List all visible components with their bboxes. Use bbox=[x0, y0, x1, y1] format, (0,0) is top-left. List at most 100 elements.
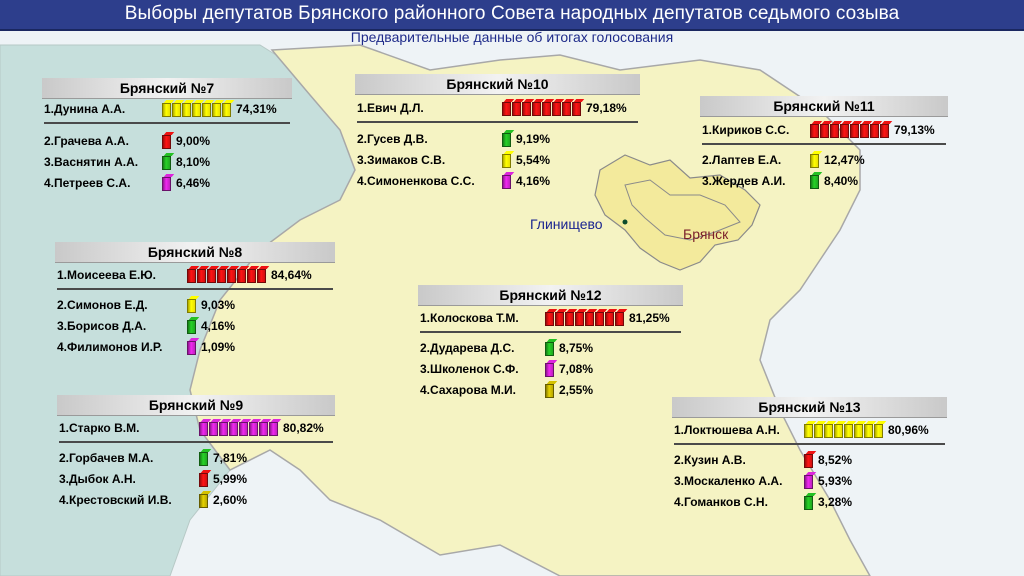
candidate-percent: 6,46% bbox=[176, 176, 211, 190]
vote-bar-segment bbox=[502, 172, 515, 189]
vote-bar-segment bbox=[217, 266, 230, 283]
vote-bar-segment bbox=[247, 266, 260, 283]
district-card: Брянский №7 1.Дунина А.А. 74,31% 2.Грачева … bbox=[42, 78, 292, 191]
candidate-name: 1.Кириков С.С. bbox=[702, 123, 790, 137]
candidate-percent: 8,40% bbox=[824, 174, 859, 188]
vote-bar-segment bbox=[502, 130, 515, 147]
vote-bar-segment-top bbox=[503, 151, 515, 154]
glinishchevo-marker bbox=[622, 219, 628, 225]
candidate-row: 4.Симоненкова С.С. 4,16% bbox=[357, 172, 640, 190]
vote-bar-segment bbox=[237, 266, 250, 283]
district-name: Брянский №11 bbox=[700, 96, 948, 117]
candidate-name: 4.Сахарова М.И. bbox=[420, 383, 517, 397]
winner-divider bbox=[357, 121, 638, 123]
candidate-name: 4.Филимонов И.Р. bbox=[57, 340, 163, 354]
vote-bar-segment-top bbox=[881, 121, 893, 124]
candidate-percent: 5,99% bbox=[213, 472, 248, 486]
vote-bar-segment bbox=[172, 100, 185, 117]
winner-divider bbox=[44, 122, 290, 124]
vote-bar-segment-top bbox=[223, 100, 235, 103]
vote-bar-segment-top bbox=[200, 491, 212, 494]
vote-bar-segment bbox=[227, 266, 240, 283]
vote-bar-segment bbox=[804, 472, 817, 489]
vote-bar-segment bbox=[850, 121, 863, 138]
candidate-row: 4.Гоманков С.Н. 3,28% bbox=[674, 493, 947, 511]
vote-bar bbox=[199, 470, 215, 488]
candidate-row: 4.Сахарова М.И. 2,55% bbox=[420, 381, 683, 399]
candidate-row: 3.Школенок С.Ф. 7,08% bbox=[420, 360, 683, 378]
candidate-percent: 2,55% bbox=[559, 383, 594, 397]
candidate-percent: 81,25% bbox=[629, 311, 670, 325]
vote-bar-segment bbox=[545, 360, 558, 377]
candidate-name: 4.Гоманков С.Н. bbox=[674, 495, 768, 509]
candidate-percent: 7,08% bbox=[559, 362, 594, 376]
candidate-percent: 9,00% bbox=[176, 134, 211, 148]
vote-bar bbox=[199, 491, 215, 509]
vote-bar-segment bbox=[202, 100, 215, 117]
vote-bar-segment-top bbox=[546, 381, 558, 384]
vote-bar-segment bbox=[259, 419, 272, 436]
candidate-name: 2.Кузин А.В. bbox=[674, 453, 746, 467]
vote-bar-segment bbox=[229, 419, 242, 436]
candidate-name: 1.Локтюшева А.Н. bbox=[674, 423, 780, 437]
vote-bar bbox=[545, 339, 561, 357]
vote-bar bbox=[810, 151, 826, 169]
candidate-row: 1.Локтюшева А.Н. 80,96% bbox=[674, 421, 947, 439]
bryansk-city-area bbox=[594, 154, 761, 271]
vote-bar-segment bbox=[199, 491, 212, 508]
candidate-row: 1.Дунина А.А. 74,31% bbox=[44, 100, 292, 118]
vote-bar bbox=[545, 381, 561, 399]
candidate-row: 3.Васнятин А.А. 8,10% bbox=[44, 153, 292, 171]
candidate-row: 2.Лаптев Е.А. 12,47% bbox=[702, 151, 948, 169]
candidate-row: 2.Горбачев М.А. 7,81% bbox=[59, 449, 335, 467]
vote-bar-segment bbox=[820, 121, 833, 138]
candidate-percent: 12,47% bbox=[824, 153, 865, 167]
candidate-percent: 8,52% bbox=[818, 453, 853, 467]
vote-bar-segment bbox=[187, 338, 200, 355]
vote-bar bbox=[545, 309, 631, 327]
title-bar bbox=[0, 0, 1024, 31]
vote-bar-segment bbox=[804, 421, 817, 438]
vote-bar-segment bbox=[192, 100, 205, 117]
candidate-name: 1.Дунина А.А. bbox=[44, 102, 126, 116]
winner-divider bbox=[57, 288, 333, 290]
district-card: Брянский №12 1.Колоскова Т.М. 81,25% 2.Дуда… bbox=[418, 285, 683, 398]
vote-bar-segment bbox=[182, 100, 195, 117]
vote-bar-segment bbox=[187, 317, 200, 334]
vote-bar-segment-top bbox=[546, 339, 558, 342]
vote-bar-segment bbox=[830, 121, 843, 138]
vote-bar-segment bbox=[542, 99, 555, 116]
vote-bar-segment bbox=[810, 172, 823, 189]
vote-bar bbox=[162, 153, 178, 171]
vote-bar-segment-top bbox=[805, 472, 817, 475]
vote-bar-segment bbox=[880, 121, 893, 138]
vote-bar-segment-top bbox=[811, 151, 823, 154]
candidate-row: 3.Зимаков С.В. 5,54% bbox=[357, 151, 640, 169]
vote-bar-segment bbox=[834, 421, 847, 438]
vote-bar-segment bbox=[209, 419, 222, 436]
vote-bar-segment-top bbox=[811, 172, 823, 175]
candidate-name: 2.Грачева А.А. bbox=[44, 134, 129, 148]
winner-divider bbox=[420, 331, 681, 333]
candidate-name: 2.Лаптев Е.А. bbox=[702, 153, 782, 167]
vote-bar-segment bbox=[249, 419, 262, 436]
vote-bar-segment bbox=[239, 419, 252, 436]
vote-bar bbox=[162, 132, 178, 150]
vote-bar-segment-top bbox=[188, 317, 200, 320]
vote-bar-segment bbox=[502, 99, 515, 116]
vote-bar bbox=[545, 360, 561, 378]
vote-bar-segment bbox=[824, 421, 837, 438]
vote-bar-segment bbox=[545, 381, 558, 398]
vote-bar bbox=[199, 419, 285, 437]
candidate-percent: 80,82% bbox=[283, 421, 324, 435]
vote-bar-segment bbox=[804, 493, 817, 510]
vote-bar-segment bbox=[874, 421, 887, 438]
vote-bar-segment bbox=[199, 419, 212, 436]
district-card: Брянский №10 1.Евич Д.Л. 79,18% 2.Гусев Д.В… bbox=[355, 74, 640, 189]
vote-bar-segment bbox=[844, 421, 857, 438]
city-label-glinishchevo: Глинищево bbox=[530, 216, 603, 232]
candidate-row: 1.Моисеева Е.Ю. 84,64% bbox=[57, 266, 335, 284]
candidate-row: 2.Гусев Д.В. 9,19% bbox=[357, 130, 640, 148]
candidate-percent: 7,81% bbox=[213, 451, 248, 465]
vote-bar bbox=[804, 472, 820, 490]
